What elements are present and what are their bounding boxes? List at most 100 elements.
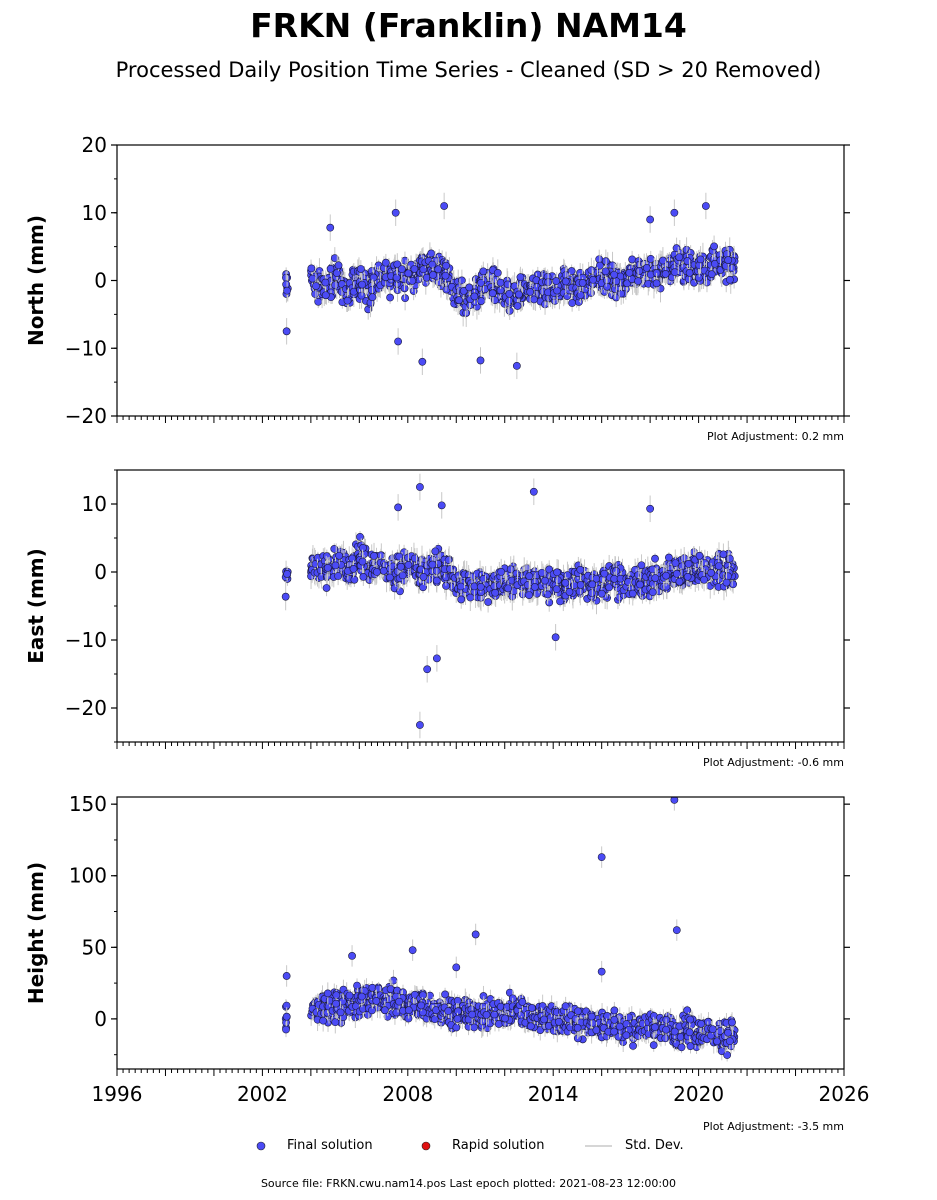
outlier-point xyxy=(416,721,423,728)
final-solution-point xyxy=(349,555,356,562)
final-solution-point xyxy=(396,553,403,560)
y-tick-label: −20 xyxy=(65,696,107,720)
y-tick-label: 20 xyxy=(82,133,107,157)
final-solution-point xyxy=(332,1019,339,1026)
final-solution-point xyxy=(651,555,658,562)
final-solution-point xyxy=(723,579,730,586)
final-solution-point xyxy=(726,276,733,283)
plot-adjustment-note: Plot Adjustment: -0.6 mm xyxy=(703,756,844,769)
final-solution-point xyxy=(492,589,499,596)
outlier-point xyxy=(416,483,423,490)
final-solution-point xyxy=(431,1016,438,1023)
y-tick-label: 0 xyxy=(94,560,107,584)
outlier-point xyxy=(395,338,402,345)
final-solution-point xyxy=(399,572,406,579)
final-solution-point xyxy=(332,562,339,569)
final-solution-point xyxy=(283,1013,290,1020)
final-solution-point xyxy=(477,583,484,590)
final-solution-point xyxy=(358,292,365,299)
final-solution-point xyxy=(332,281,339,288)
final-solution-point xyxy=(420,266,427,273)
outlier-point xyxy=(419,358,426,365)
final-solution-point xyxy=(429,261,436,268)
final-solution-point xyxy=(463,309,470,316)
final-solution-point xyxy=(710,243,717,250)
final-solution-point xyxy=(393,1009,400,1016)
final-solution-point xyxy=(629,256,636,263)
outlier-point xyxy=(424,666,431,673)
final-solution-point xyxy=(541,577,548,584)
final-solution-point xyxy=(429,561,436,568)
final-solution-point xyxy=(393,274,400,281)
final-solution-point xyxy=(696,552,703,559)
final-solution-point xyxy=(504,281,511,288)
final-solution-point xyxy=(672,560,679,567)
final-solution-point xyxy=(553,277,560,284)
final-solution-point xyxy=(598,590,605,597)
final-solution-point xyxy=(730,581,737,588)
final-solution-point xyxy=(380,567,387,574)
final-solution-point xyxy=(577,581,584,588)
final-solution-point xyxy=(405,561,412,568)
final-solution-point xyxy=(671,269,678,276)
final-solution-point xyxy=(387,294,394,301)
outlier-point xyxy=(327,224,334,231)
final-solution-point xyxy=(676,254,683,261)
y-tick-label: −20 xyxy=(65,404,107,428)
y-tick-label: −10 xyxy=(65,628,107,652)
final-solution-point xyxy=(603,283,610,290)
final-solution-point xyxy=(708,271,715,278)
final-solution-point xyxy=(357,265,364,272)
plot-adjustment-note: Plot Adjustment: 0.2 mm xyxy=(707,430,844,443)
final-solution-point xyxy=(471,293,478,300)
final-solution-point xyxy=(327,265,334,272)
final-solution-point xyxy=(643,264,650,271)
y-tick-label: 10 xyxy=(82,492,107,516)
outlier-point xyxy=(530,488,537,495)
final-solution-point xyxy=(629,590,636,597)
final-solution-point xyxy=(553,569,560,576)
final-solution-point xyxy=(351,576,358,583)
final-solution-point xyxy=(312,282,319,289)
final-solution-point xyxy=(589,276,596,283)
final-solution-point xyxy=(531,583,538,590)
final-solution-point xyxy=(369,294,376,301)
final-solution-point xyxy=(665,554,672,561)
final-solution-point xyxy=(418,1002,425,1009)
final-solution-point xyxy=(569,299,576,306)
final-solution-point xyxy=(517,274,524,281)
outlier-point xyxy=(433,655,440,662)
final-solution-point xyxy=(626,269,633,276)
final-solution-point xyxy=(720,551,727,558)
final-solution-point xyxy=(356,533,363,540)
outlier-point xyxy=(671,209,678,216)
final-solution-point xyxy=(526,573,533,580)
final-solution-point xyxy=(725,256,732,263)
final-solution-point xyxy=(478,297,485,304)
outlier-point xyxy=(513,362,520,369)
outlier-point xyxy=(438,502,445,509)
final-solution-point xyxy=(653,280,660,287)
final-solution-point xyxy=(283,287,290,294)
final-solution-point xyxy=(396,588,403,595)
final-solution-point xyxy=(697,256,704,263)
final-solution-point xyxy=(381,1007,388,1014)
final-solution-point xyxy=(396,998,403,1005)
final-solution-point xyxy=(350,565,357,572)
final-solution-point xyxy=(497,279,504,286)
final-solution-point xyxy=(708,569,715,576)
y-tick-label: −10 xyxy=(65,336,107,360)
final-solution-point xyxy=(420,573,427,580)
final-solution-point xyxy=(601,570,608,577)
final-solution-point xyxy=(647,255,654,262)
final-solution-point xyxy=(684,573,691,580)
final-solution-point xyxy=(429,271,436,278)
final-solution-point xyxy=(458,596,465,603)
final-solution-point xyxy=(323,584,330,591)
final-solution-point xyxy=(686,269,693,276)
final-solution-point xyxy=(506,307,513,314)
final-solution-point xyxy=(419,1009,426,1016)
final-solution-point xyxy=(596,256,603,263)
final-solution-point xyxy=(335,262,342,269)
final-solution-point xyxy=(409,277,416,284)
